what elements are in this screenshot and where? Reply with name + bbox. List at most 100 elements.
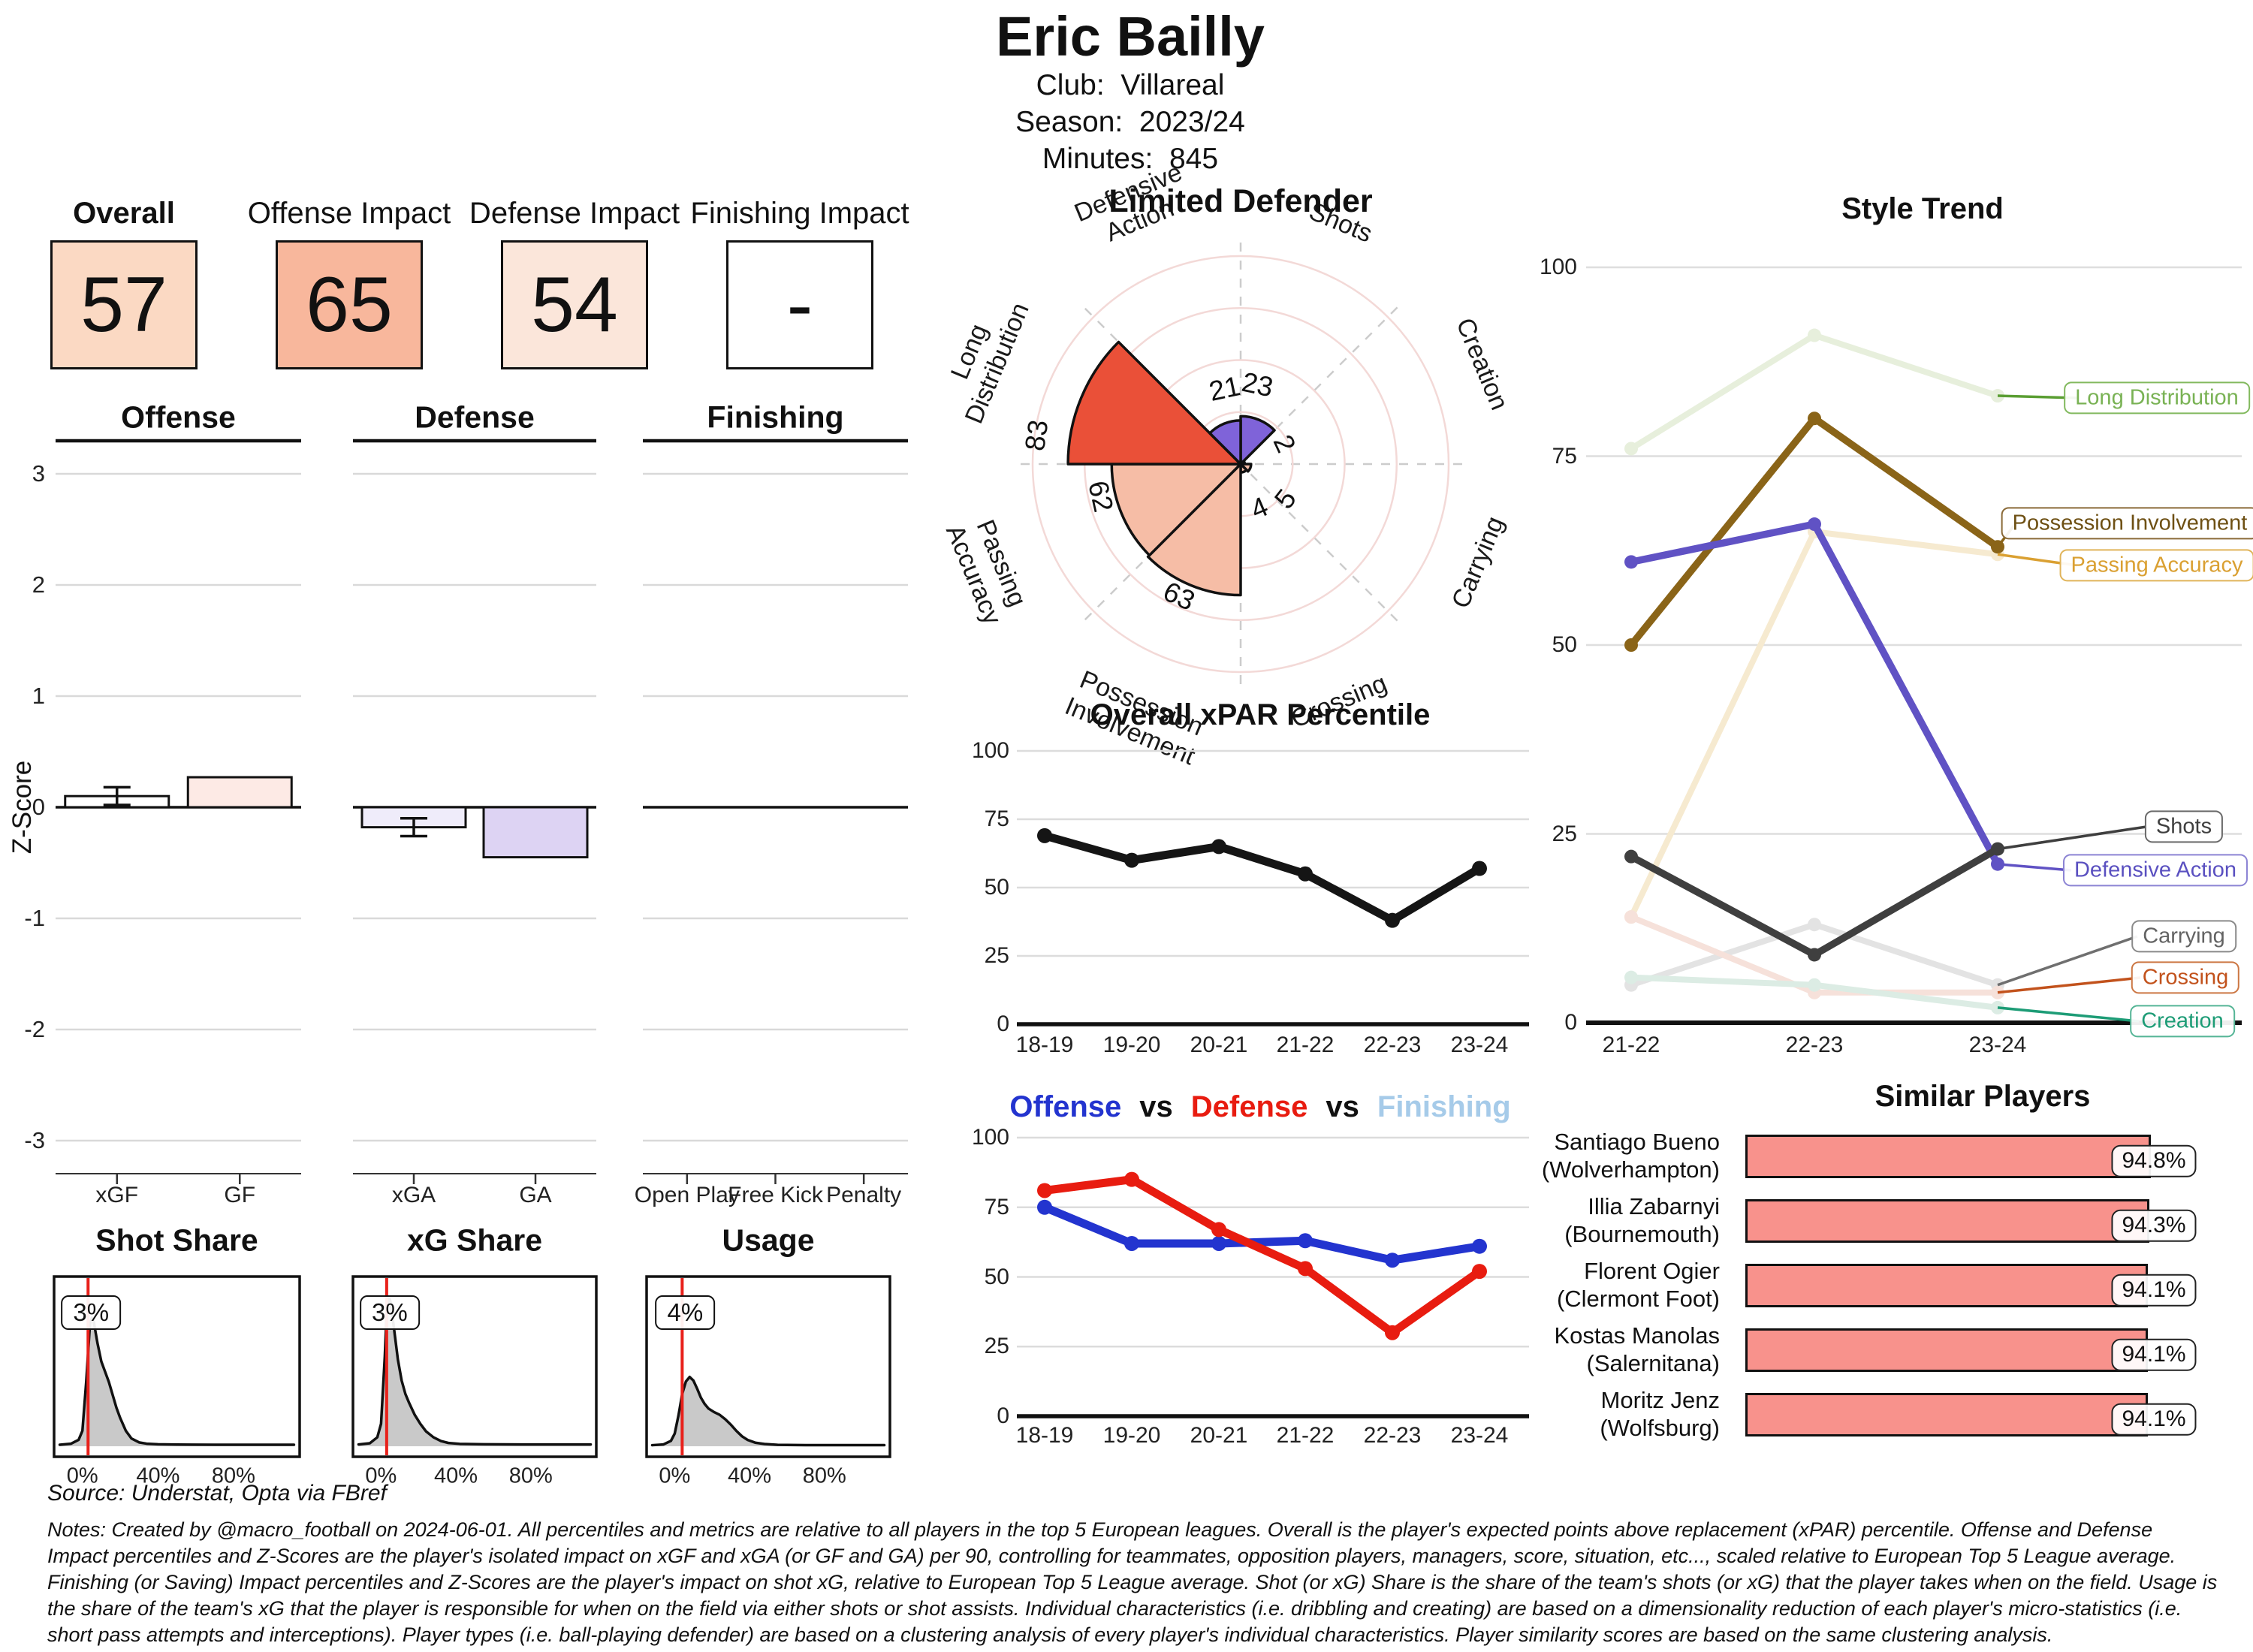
similarity-score-chip: 94.1% <box>2111 1403 2197 1436</box>
season-label: 23-24 <box>1450 1032 1509 1057</box>
ytick-label: 25 <box>984 943 1009 968</box>
player-club-line: (Salernitana) <box>1586 1350 1720 1376</box>
player-name-line: Illia Zabarnyi <box>1588 1193 1720 1219</box>
density-title: Usage <box>722 1222 815 1258</box>
density-title: Shot Share <box>95 1222 258 1258</box>
trend-point <box>1037 828 1052 843</box>
player-name-line: Kostas Manolas <box>1554 1322 1720 1349</box>
similar-player-name: Kostas Manolas (Salernitana) <box>1401 1322 1720 1377</box>
radar-sector <box>1110 463 1242 557</box>
style-series-chip: Long Distribution <box>2064 381 2250 415</box>
zscore-ytick: 3 <box>32 460 45 487</box>
stat-box: - <box>726 240 873 369</box>
trend-line-offense <box>1040 1203 1484 1265</box>
style-point <box>1624 638 1638 652</box>
ytick-label: 25 <box>984 1334 1009 1359</box>
minutes-line: Minutes: 845 <box>1042 143 1219 175</box>
style-ytick: 25 <box>1552 821 1577 846</box>
style-season-label: 23-24 <box>1968 1032 2027 1057</box>
season-label: 22-23 <box>1363 1423 1422 1448</box>
similarity-score-chip: 94.1% <box>2111 1338 2197 1371</box>
density-panel-border <box>645 1275 891 1458</box>
stat-box-value: 54 <box>531 261 618 348</box>
zscore-ytick: 2 <box>32 571 45 598</box>
zscore-ytick: 0 <box>32 794 45 820</box>
density-xtick: 80% <box>802 1464 846 1488</box>
stat-box-label: Overall <box>73 197 175 230</box>
season-label: 23-24 <box>1450 1423 1509 1448</box>
radar-value-label: 62 <box>1082 478 1119 514</box>
club-line: Club: Villareal <box>1036 69 1225 101</box>
style-ytick: 75 <box>1552 443 1577 469</box>
season-label: 20-21 <box>1190 1423 1248 1448</box>
ytick-label: 100 <box>971 1125 1009 1150</box>
similar-player-bar <box>1745 1135 2152 1178</box>
season-label: 21-22 <box>1276 1423 1335 1448</box>
stat-box: 65 <box>276 240 423 369</box>
zscore-bar <box>482 806 589 859</box>
style-ytick: 50 <box>1552 632 1577 657</box>
page-title: Eric Bailly <box>996 5 1265 68</box>
trend-point <box>1385 1253 1400 1268</box>
zscore-category-label: GA <box>519 1183 552 1207</box>
zscore-bar <box>186 776 293 809</box>
radar-sector <box>1066 340 1242 466</box>
stat-box: 54 <box>501 240 648 369</box>
player-name-line: Florent Ogier <box>1584 1258 1720 1284</box>
zscore-category-label: GF <box>224 1183 256 1207</box>
trend-point <box>1472 861 1487 876</box>
source-note: Source: Understat, Opta via FBref <box>47 1481 387 1506</box>
season-label: 21-22 <box>1276 1032 1335 1057</box>
similar-player-name: Moritz Jenz (Wolfsburg) <box>1401 1386 1720 1442</box>
notes-paragraph: Notes: Created by @macro_football on 202… <box>47 1518 2218 1646</box>
zscore-panel-title: Defense <box>415 399 535 435</box>
style-line-passing-accuracy <box>1628 529 2001 921</box>
season-line: Season: 2023/24 <box>1015 106 1245 138</box>
radar-title: Limited Defender <box>1108 183 1373 219</box>
zscore-category-label: Open Play <box>634 1183 740 1207</box>
density-curve <box>58 1316 296 1446</box>
style-series-chip: Carrying <box>2131 920 2236 953</box>
trend-point <box>1037 1199 1052 1215</box>
trend-point <box>1037 1183 1052 1198</box>
zscore-ytick: -1 <box>24 905 45 931</box>
radar-value-label: 21 <box>1206 370 1243 407</box>
style-series-chip: Shots <box>2144 810 2224 843</box>
stat-box-label: Finishing Impact <box>690 197 909 230</box>
ytick-label: 75 <box>984 1194 1009 1219</box>
style-label-connector <box>1997 1006 2140 1023</box>
density-xtick: 0% <box>66 1464 98 1488</box>
density-title: xG Share <box>406 1222 543 1258</box>
zscore-category-label: xGA <box>391 1183 436 1207</box>
zscore-category-label: Free Kick <box>728 1183 823 1207</box>
trend-point <box>1472 1264 1487 1280</box>
season-label: 19-20 <box>1102 1032 1161 1057</box>
stat-box-label: Offense Impact <box>247 197 451 230</box>
density-marker-chip: 4% <box>655 1295 716 1330</box>
player-club-line: (Wolverhampton) <box>1541 1156 1720 1183</box>
player-club-line: (Clermont Foot) <box>1556 1286 1720 1312</box>
player-name-line: Moritz Jenz <box>1600 1387 1720 1413</box>
similar-player-name: Illia Zabarnyi (Bournemouth) <box>1401 1192 1720 1248</box>
similar-players-title: Similar Players <box>1874 1080 2091 1113</box>
radar-axis-label: PassingAccuracy <box>940 509 1035 629</box>
style-series-chip: Defensive Action <box>2062 854 2248 887</box>
ovd-title-word: Finishing <box>1377 1090 1511 1123</box>
similar-player-bar <box>1745 1328 2149 1372</box>
style-series-chip: Creation <box>2130 1005 2235 1038</box>
style-ytick: 100 <box>1539 255 1577 279</box>
radar-axis-label-line: Carrying <box>1446 512 1510 612</box>
style-point <box>1808 411 1821 426</box>
style-season-label: 22-23 <box>1785 1032 1844 1057</box>
ovd-title-word: Defense <box>1190 1090 1308 1123</box>
radar-sector <box>1146 463 1242 597</box>
trend-point <box>1298 1233 1313 1249</box>
similarity-score-chip: 94.3% <box>2111 1209 2197 1242</box>
trend-point <box>1472 1238 1487 1254</box>
ytick-label: 50 <box>984 1264 1009 1289</box>
xpar-title: Overall xPAR Percentile <box>1090 698 1431 731</box>
trend-point <box>1124 1171 1139 1187</box>
similarity-score-chip: 94.8% <box>2111 1144 2197 1177</box>
season-label: 19-20 <box>1102 1423 1161 1448</box>
style-label-connector <box>1997 976 2141 994</box>
